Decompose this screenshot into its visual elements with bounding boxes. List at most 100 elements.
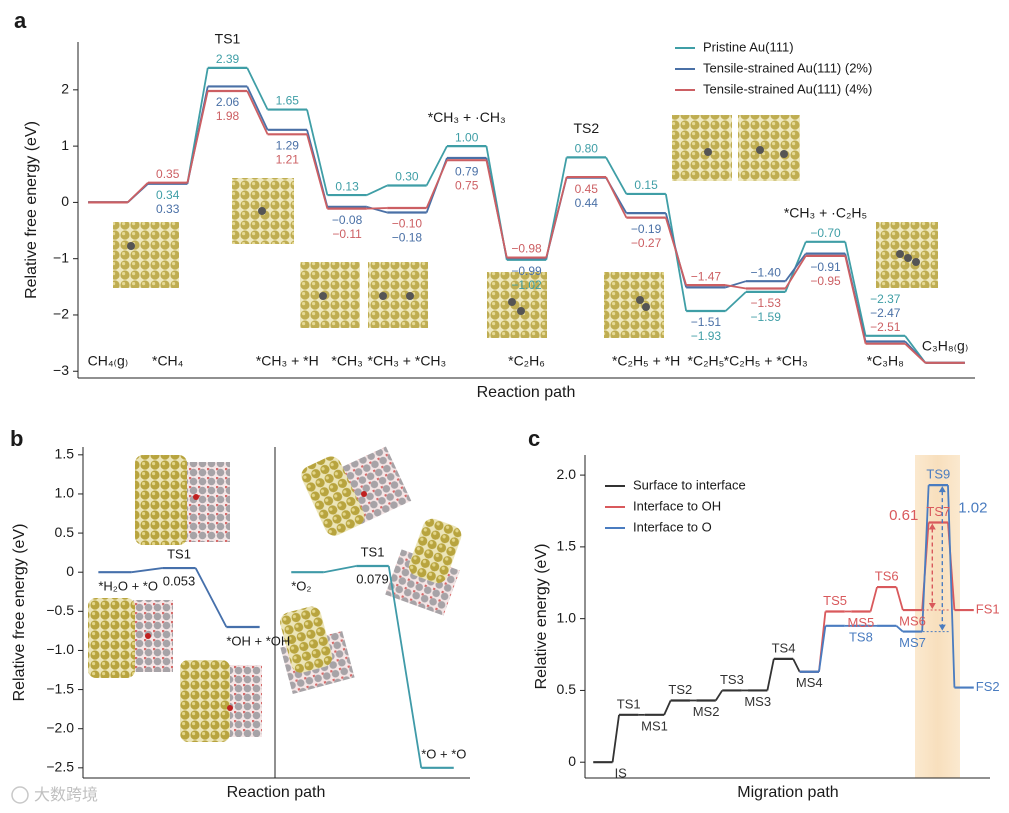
connector	[664, 217, 688, 286]
value-label: 0.079	[356, 571, 389, 586]
connector	[904, 343, 926, 364]
value-label: 0.45	[575, 182, 599, 196]
state-label: *C₃H₈	[867, 353, 904, 369]
connector	[425, 159, 448, 209]
state-label: TS5	[823, 593, 847, 608]
value-label: −0.18	[392, 231, 423, 245]
y-tick-label: 1	[61, 137, 69, 153]
value-label: 0.13	[335, 179, 359, 193]
connector	[545, 176, 568, 258]
y-tick-label: −2.0	[46, 719, 74, 735]
connector	[844, 255, 867, 344]
connector	[246, 86, 269, 131]
x-axis-label: Migration path	[737, 784, 838, 801]
value-label: 0.33	[156, 202, 180, 216]
x-axis-label: Reaction path	[227, 784, 326, 801]
y-tick-label: −2.5	[46, 759, 74, 775]
state-label: *CH₃ + ·CH₃	[428, 109, 506, 125]
connector	[895, 586, 904, 611]
legend-label: Tensile-strained Au(111) (2%)	[703, 60, 872, 75]
connector	[869, 586, 878, 612]
state-label: MS5	[848, 615, 875, 630]
value-label: 0.34	[156, 188, 180, 202]
state-label: *O + *O	[421, 746, 466, 761]
state-label: TS1	[215, 31, 241, 47]
y-tick-label: 1.5	[55, 446, 75, 462]
value-label: −1.47	[691, 269, 722, 283]
value-label: −0.95	[810, 274, 841, 288]
connector	[186, 90, 209, 183]
y-tick-label: −1.5	[46, 680, 74, 696]
state-label: *C₂H₅	[688, 353, 725, 369]
watermark-text: 大数跨境	[34, 785, 98, 804]
connector	[366, 207, 388, 210]
state-label: *CH₃ + *H	[256, 353, 319, 369]
y-tick-label: 0.5	[557, 681, 577, 697]
connector	[818, 625, 827, 672]
connector	[715, 689, 723, 701]
value-label: 1.65	[276, 94, 300, 108]
state-label: MS6	[899, 613, 926, 628]
connector	[784, 255, 807, 289]
barrier-label: 0.61	[889, 507, 918, 524]
y-tick-label: −1	[53, 249, 69, 265]
connector	[895, 625, 904, 633]
state-label: MS3	[744, 694, 771, 709]
connector	[323, 565, 357, 574]
value-label: 1.29	[276, 138, 300, 152]
value-label: 1.00	[455, 130, 479, 144]
state-label: MS2	[693, 704, 720, 719]
state-label: *C₂H₅ + *H	[612, 353, 680, 369]
barrier-label: 1.02	[958, 499, 987, 516]
connector	[306, 134, 329, 209]
state-label: TS4	[772, 640, 796, 655]
value-label: 0.053	[163, 573, 196, 588]
arrow-head	[928, 523, 936, 530]
panel-label: c	[528, 426, 540, 451]
value-label: 1.21	[276, 152, 300, 166]
connector	[611, 714, 620, 763]
value-label: −0.10	[392, 217, 423, 231]
value-label: −2.51	[870, 320, 901, 334]
y-tick-label: −2	[53, 306, 69, 322]
y-axis-label: Relative free energy (eV)	[11, 524, 28, 702]
state-label: TS9	[926, 467, 950, 482]
state-label: CH₄₍g₎	[88, 353, 129, 369]
connector	[792, 658, 801, 673]
value-label: −1.51	[691, 315, 722, 329]
state-label: TS1	[617, 696, 641, 711]
connector	[127, 182, 149, 204]
y-tick-label: 0	[61, 193, 69, 209]
value-label: −1.53	[751, 296, 782, 310]
value-label: −1.02	[511, 278, 542, 292]
arrow-head	[938, 624, 946, 631]
value-label: −2.47	[870, 306, 901, 320]
y-tick-label: −1.0	[46, 641, 74, 657]
y-tick-label: 1.0	[55, 485, 75, 501]
y-tick-label: 2	[61, 81, 69, 97]
legend-label: Interface to O	[633, 519, 712, 534]
connector	[246, 90, 269, 135]
state-label: TS2	[668, 682, 692, 697]
value-label: −0.19	[631, 222, 662, 236]
value-label: −0.27	[631, 236, 662, 250]
value-label: −0.70	[810, 226, 841, 240]
y-tick-label: 1.5	[557, 538, 577, 554]
connector	[947, 485, 956, 688]
state-label: TS1	[361, 544, 385, 559]
y-tick-label: −3	[53, 362, 69, 378]
value-label: 1.98	[216, 109, 240, 123]
arrow-head	[928, 603, 936, 610]
connector	[725, 291, 747, 312]
connector	[131, 567, 163, 574]
structure-images-a	[113, 115, 938, 338]
connector	[725, 284, 747, 290]
state-label: TS7	[926, 504, 950, 519]
value-label: 0.15	[634, 178, 658, 192]
y-tick-label: 0	[568, 753, 576, 769]
state-label: *CH₃	[331, 353, 362, 369]
connector	[921, 485, 930, 632]
x-axis-label: Reaction path	[477, 384, 576, 401]
value-label: 2.06	[216, 95, 240, 109]
